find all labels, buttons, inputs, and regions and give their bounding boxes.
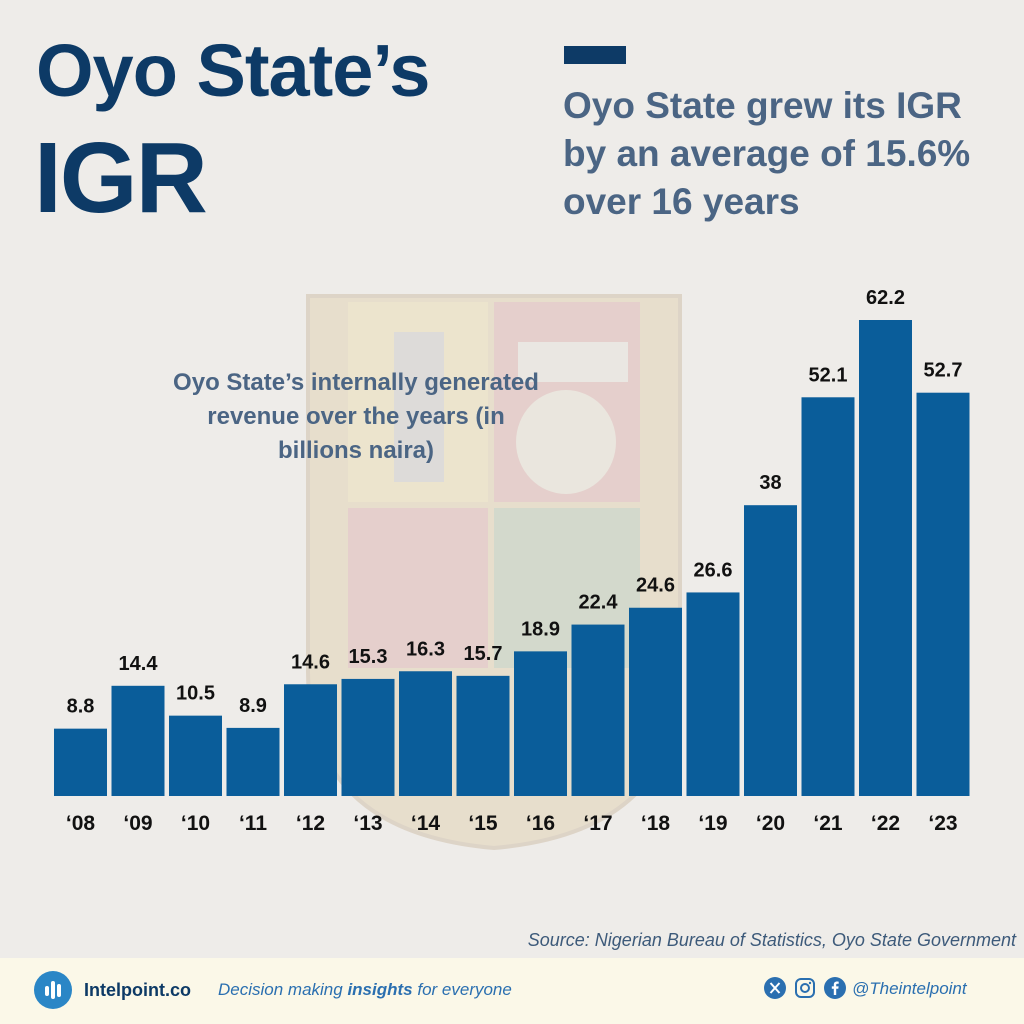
data-label-10: 24.6 [636,575,675,597]
x-tick-label-13: ‘21 [813,812,843,835]
bar-2 [169,715,222,796]
x-tick-label-12: ‘20 [756,812,785,835]
tagline: Decision making insights for everyone [218,980,512,999]
bar-9 [571,624,625,796]
x-tick-label-7: ‘15 [468,812,498,835]
bar-7 [456,675,510,796]
x-tick-label-2: ‘10 [181,812,210,835]
headline: Oyo State grew its IGR by an average of … [563,85,971,222]
page-title-line2: IGR [34,122,208,234]
accent-bar [564,46,626,64]
bar-3 [226,727,280,796]
x-tick-label-10: ‘18 [641,812,671,835]
bar-8 [514,651,567,796]
data-label-0: 8.8 [67,696,95,718]
bar-11 [686,592,740,796]
bar-chart: 8.8 ‘08 14.4 ‘09 10.5 ‘10 8.9 ‘11 14.6 ‘12 15.3 ‘13… [54,287,970,835]
bar-6 [399,671,452,796]
x-tick-label-9: ‘17 [583,812,612,835]
data-label-2: 10.5 [176,683,215,705]
footer [0,958,1024,1024]
social-handle[interactable]: @Theintelpoint [852,979,967,998]
data-label-13: 52.1 [809,364,848,386]
bar-14 [859,320,912,796]
data-label-14: 62.2 [866,287,905,309]
chart-caption: Oyo State’s internally generated revenue… [173,369,539,464]
data-label-11: 26.6 [694,559,733,581]
facebook-icon[interactable] [824,977,846,999]
bar-12 [744,505,797,796]
bar-10 [629,607,682,796]
bar-15 [916,392,970,796]
x-tick-label-14: ‘22 [871,812,900,835]
bar-4 [284,684,337,796]
data-label-1: 14.4 [119,653,159,675]
x-tick-label-15: ‘23 [928,812,957,835]
bar-1 [111,685,165,796]
x-tick-label-3: ‘11 [239,812,267,835]
data-label-6: 16.3 [406,638,445,660]
data-label-5: 15.3 [349,646,388,668]
x-tick-label-8: ‘16 [526,812,555,835]
data-label-7: 15.7 [464,643,503,665]
x-tick-label-6: ‘14 [411,812,441,835]
data-label-4: 14.6 [291,651,330,673]
source-note: Source: Nigerian Bureau of Statistics, O… [527,930,1016,950]
data-label-8: 18.9 [521,618,560,640]
intelpoint-logo-icon[interactable] [34,971,72,1009]
data-label-12: 38 [759,472,781,494]
bar-5 [341,678,395,796]
x-tick-label-0: ‘08 [66,812,96,835]
data-label-3: 8.9 [239,695,267,717]
data-label-15: 52.7 [924,360,963,382]
brand-name[interactable]: Intelpoint.co [84,980,191,1000]
x-tick-label-4: ‘12 [296,812,325,835]
data-label-9: 22.4 [579,592,619,614]
x-tick-label-5: ‘13 [353,812,382,835]
x-tick-label-11: ‘19 [698,812,727,835]
x-icon[interactable] [764,977,786,999]
bar-13 [801,397,855,796]
bar-0 [54,728,107,796]
instagram-icon[interactable] [794,977,816,999]
x-tick-label-1: ‘09 [123,812,152,835]
page-title-line1: Oyo State’s [36,29,430,112]
